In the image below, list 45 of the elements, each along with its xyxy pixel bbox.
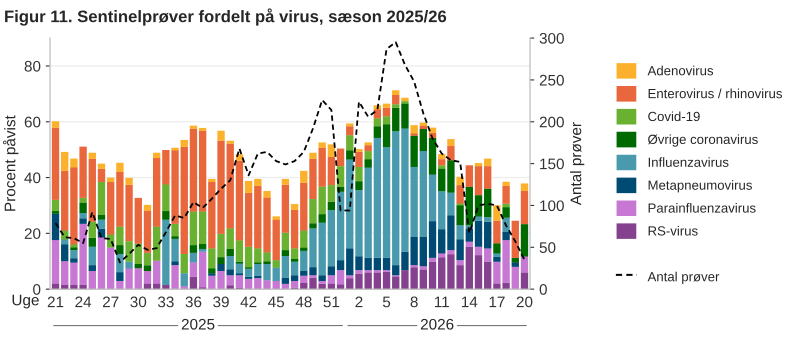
legend-label: Covid-19: [648, 111, 700, 122]
x-tick-label: 2: [355, 296, 362, 308]
x-tick-label: 36: [186, 296, 202, 308]
y-axis-title: Procent påvist: [2, 115, 18, 211]
y-tick-label: 40: [24, 172, 40, 184]
x-tick-label: 27: [102, 296, 118, 308]
text: 2025: [182, 318, 214, 330]
legend-label: Influenzavirus: [648, 157, 728, 167]
x-tick-label: 39: [213, 296, 229, 308]
chart-title: Figur 11. Sentinelprøver fordelt på virus, sæson 2025/26: [5, 8, 446, 26]
y-tick-label: 0: [33, 284, 40, 295]
x-tick-label: 17: [490, 296, 505, 308]
x-tick-label: 51: [323, 296, 340, 308]
legend-label: Adenovirus: [648, 66, 714, 76]
y2-axis-title: Antal prøver: [570, 122, 584, 206]
x-tick-label: 14: [462, 296, 478, 308]
y-tick-label: 80: [24, 60, 40, 72]
y2-tick-label: 200: [540, 116, 564, 128]
x-tick-label: 20: [516, 296, 532, 308]
x-tick-label: 42: [240, 296, 256, 308]
y2-tick-label: 100: [540, 200, 564, 212]
legend-label: Antal prøver: [648, 272, 720, 284]
legend-label: Parainfluenzavirus: [648, 203, 756, 213]
text: 2026: [420, 318, 454, 330]
x-tick-label: 45: [268, 296, 284, 308]
x-tick-label: 21: [48, 296, 64, 308]
x-tick-label: 30: [130, 296, 146, 308]
y2-tick-label: 50: [540, 242, 556, 253]
legend-label: RS-virus: [648, 226, 698, 236]
y2-tick-label: 300: [540, 32, 564, 44]
y2-tick-label: 150: [540, 158, 564, 170]
y2-tick-label: 0: [540, 284, 547, 295]
legend-label: Metapneumovirus: [648, 180, 752, 192]
y-tick-label: 60: [24, 116, 40, 128]
x-tick-label: 11: [434, 296, 449, 308]
x-tick-label: 24: [75, 296, 92, 308]
legend-label: Øvrige coronavirus: [648, 134, 758, 147]
x-tick-label: 5: [382, 296, 390, 308]
y-tick-label: 20: [24, 228, 40, 240]
legend-label: Enterovirus / rhinovirus: [648, 88, 782, 98]
x-tick-label: 48: [296, 296, 312, 308]
y2-tick-label: 250: [540, 74, 564, 86]
x-axis-title: Uge: [12, 294, 39, 308]
x-tick-label: 8: [410, 296, 418, 308]
x-tick-label: 33: [158, 296, 174, 308]
